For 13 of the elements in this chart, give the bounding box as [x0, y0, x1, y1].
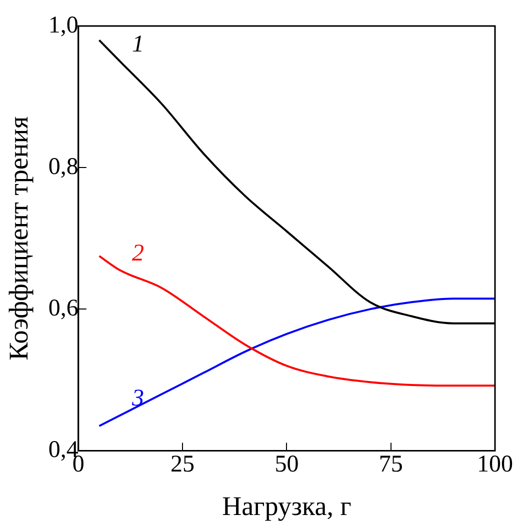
x-tick-label: 75: [378, 451, 403, 478]
y-tick-label: 0,6: [48, 295, 78, 322]
series-label: 1: [132, 32, 144, 58]
series-label: 3: [131, 386, 144, 412]
x-tick-label: 25: [170, 451, 195, 478]
line-series: [98, 298, 495, 428]
x-tick-label: 50: [274, 451, 299, 478]
y-axis-title: Коэффициент трения: [3, 116, 34, 360]
y-tick-label: 0,8: [48, 154, 78, 180]
x-axis-title: Нагрузка, г: [222, 490, 352, 521]
series-label: 2: [132, 240, 144, 267]
x-tick-label: 100: [477, 451, 513, 478]
y-tick-label: 1,0: [48, 12, 78, 38]
